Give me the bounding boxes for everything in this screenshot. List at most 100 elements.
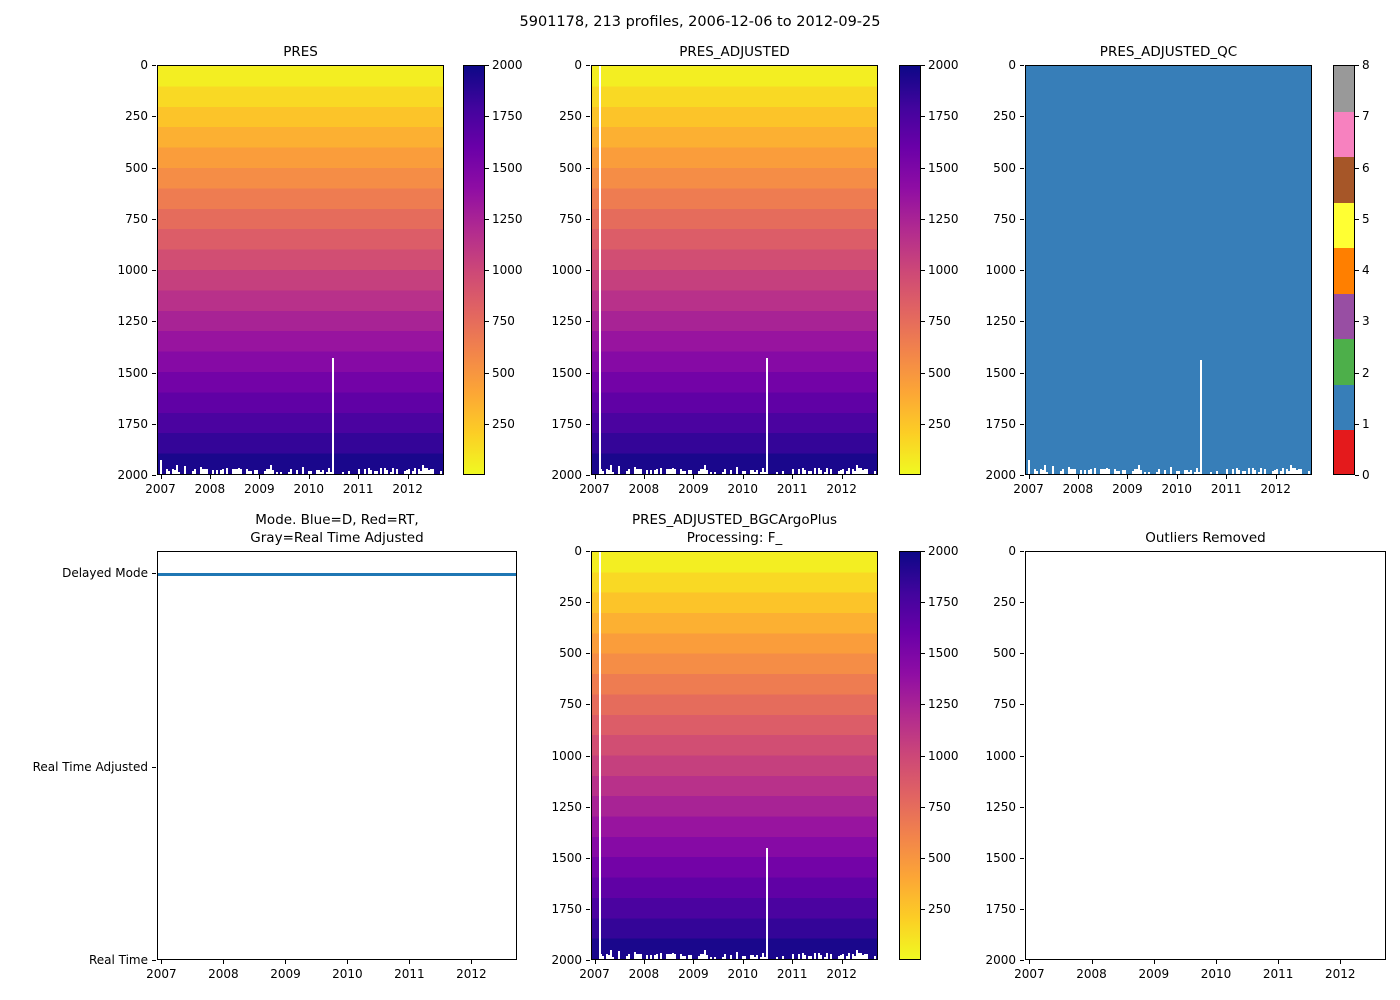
shallow-profile-notch xyxy=(862,955,864,959)
shallow-profile-notch xyxy=(1248,468,1250,474)
shallow-profile-notch xyxy=(1060,471,1062,474)
shallow-profile-notch xyxy=(684,471,686,474)
colorbar-tick-label: 1500 xyxy=(928,160,959,175)
shallow-profile-notch xyxy=(1124,470,1126,474)
shallow-profile-notch xyxy=(670,954,672,959)
shallow-profile-notch xyxy=(206,469,208,474)
y-tick xyxy=(1020,475,1024,476)
x-tick xyxy=(223,960,225,964)
subplot-title-pres-adjusted: PRES_ADJUSTED xyxy=(679,44,790,60)
shallow-profile-notch xyxy=(422,465,424,474)
shallow-profile-notch xyxy=(802,953,804,959)
y-tick-label: 0 xyxy=(1008,544,1016,558)
subplot-pres-adjusted-qc xyxy=(1025,65,1312,475)
colorbar-tick-label: 750 xyxy=(928,314,951,329)
y-tick xyxy=(1020,372,1024,374)
shallow-profile-notch xyxy=(826,468,828,474)
colorbar-tick xyxy=(921,755,925,757)
shallow-profile-notch xyxy=(1070,469,1072,474)
colorbar-tick-label: 3 xyxy=(1362,314,1370,329)
colorbar-tick-label: 250 xyxy=(928,901,951,916)
shallow-profile-notch xyxy=(1134,469,1136,474)
shallow-profile-notch xyxy=(792,954,794,959)
shallow-profile-notch xyxy=(1188,472,1190,474)
shallow-profile-notch xyxy=(838,471,840,474)
x-tick-label: 2010 xyxy=(1200,967,1232,981)
shallow-profile-notch xyxy=(736,467,738,474)
shallow-profile-notch xyxy=(626,471,628,474)
y-tick-label: 1000 xyxy=(985,263,1016,277)
y-tick xyxy=(586,551,590,552)
colorbar-tick xyxy=(1355,116,1359,118)
heatmap-pres xyxy=(158,66,443,474)
y-tick xyxy=(152,960,156,961)
shallow-profile-notch xyxy=(246,469,248,474)
shallow-profile-notch xyxy=(640,954,642,959)
colorbar-tick xyxy=(921,116,925,118)
shallow-profile-notch xyxy=(810,471,812,474)
shallow-profile-notch xyxy=(1028,460,1030,474)
shallow-profile-notch xyxy=(1196,468,1198,474)
shallow-profile-notch xyxy=(824,472,826,474)
colorbar-tick xyxy=(921,65,925,66)
colorbar-tick-label: 250 xyxy=(492,416,515,431)
y-tick-label: 1500 xyxy=(985,850,1016,865)
y-tick-label: 1500 xyxy=(551,365,582,380)
colorbar-tick xyxy=(485,65,489,66)
shallow-profile-notch xyxy=(704,465,706,474)
shallow-profile-notch xyxy=(846,471,848,474)
x-tick-label: 2011 xyxy=(776,967,808,981)
y-tick-label: 750 xyxy=(559,697,582,712)
shallow-profile-notch xyxy=(634,952,636,959)
x-tick-label: 2011 xyxy=(1262,967,1294,981)
y-tick xyxy=(586,755,590,757)
x-tick xyxy=(1215,960,1217,964)
shallow-profile-notch xyxy=(374,471,376,474)
shallow-profile-notch xyxy=(404,471,406,474)
shallow-profile-notch xyxy=(636,954,638,959)
y-tick xyxy=(152,573,156,574)
shallow-profile-notch xyxy=(302,467,304,474)
colorbar-tick xyxy=(1355,270,1359,271)
colorbar-tick-label: 0 xyxy=(1362,468,1370,482)
shallow-profile-notch xyxy=(698,956,700,959)
shallow-profile-notch xyxy=(626,956,628,959)
colorbar-pres xyxy=(463,65,485,475)
y-tick xyxy=(1020,551,1024,552)
shallow-profile-notch xyxy=(1108,469,1110,474)
x-tick-label: 2010 xyxy=(332,967,363,981)
x-tick-label: 2008 xyxy=(628,967,660,981)
shallow-profile-notch xyxy=(1140,470,1142,474)
shallow-profile-notch xyxy=(1274,470,1276,474)
shallow-profile-notch xyxy=(1148,472,1150,474)
qc-color-segment xyxy=(1334,430,1354,474)
shallow-profile-notch xyxy=(236,469,238,474)
y-tick-label: 1500 xyxy=(985,365,1016,380)
shallow-profile-notch xyxy=(1178,471,1180,474)
shallow-profile-notch xyxy=(440,471,442,474)
shallow-profile-notch xyxy=(1276,469,1278,474)
shallow-profile-notch xyxy=(760,472,762,474)
shallow-profile-notch xyxy=(688,470,690,474)
shallow-profile-notch xyxy=(1288,471,1290,474)
shallow-profile-notch xyxy=(808,471,810,474)
shallow-profile-notch xyxy=(848,953,850,959)
shallow-profile-notch xyxy=(722,472,724,474)
shallow-profile-notch xyxy=(202,469,204,474)
shallow-profile-notch xyxy=(432,469,434,474)
x-tick-label: 2008 xyxy=(1076,967,1107,981)
shallow-profile-notch xyxy=(766,956,768,959)
shallow-profile-notch xyxy=(858,468,860,474)
y-tick-label: 250 xyxy=(559,109,582,124)
shallow-profile-notch xyxy=(762,953,764,959)
y-tick-label: 1500 xyxy=(117,365,148,380)
shallow-profile-notch xyxy=(1244,471,1246,474)
shallow-profile-notch xyxy=(864,954,866,959)
colorbar-tick xyxy=(921,218,925,220)
qc-color-segment xyxy=(1334,66,1354,113)
shallow-profile-notch xyxy=(406,470,408,474)
shallow-profile-notch xyxy=(682,471,684,474)
x-tick-label: 2009 xyxy=(244,482,275,496)
shallow-profile-notch xyxy=(866,954,868,959)
y-tick xyxy=(586,65,590,66)
